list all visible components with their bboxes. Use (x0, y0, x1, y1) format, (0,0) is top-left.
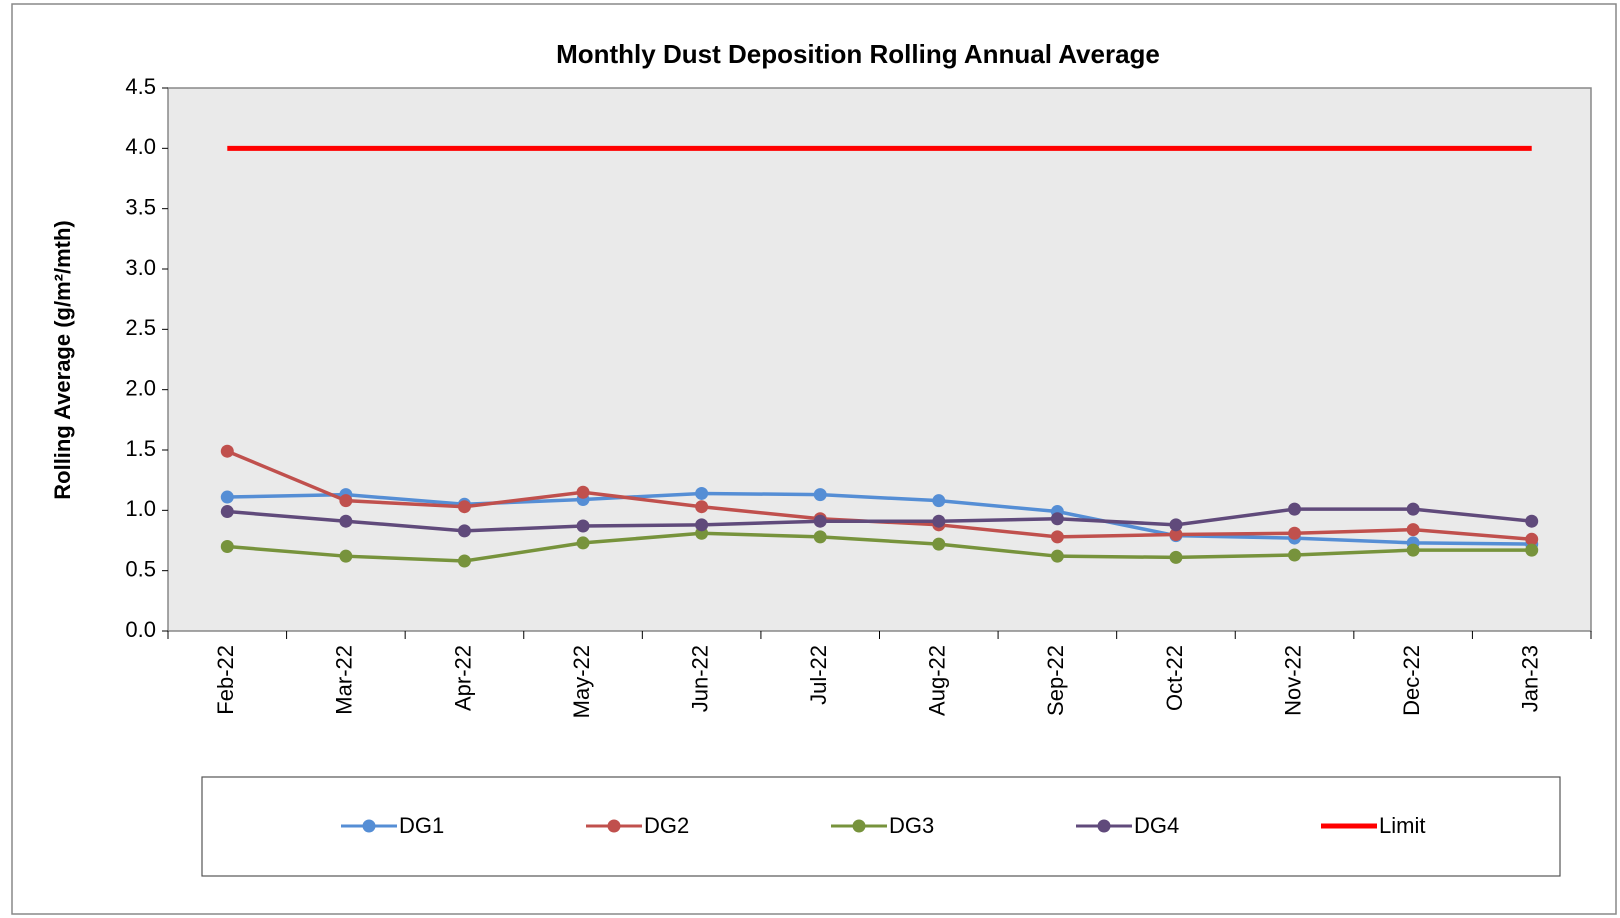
y-tick-label: 3.5 (125, 194, 156, 219)
y-tick-label: 4.5 (125, 74, 156, 99)
legend-marker (362, 819, 376, 833)
legend-label: DG1 (399, 813, 444, 838)
marker (457, 554, 471, 568)
x-tick-label: Apr-22 (450, 645, 475, 711)
marker (339, 494, 353, 508)
legend-label: Limit (1379, 813, 1425, 838)
y-axis-label: Rolling Average (g/m²/mth) (50, 220, 75, 500)
x-tick-label: Oct-22 (1162, 645, 1187, 711)
marker (220, 540, 234, 554)
legend-marker (852, 819, 866, 833)
series-line (227, 491, 1532, 546)
marker (932, 514, 946, 528)
marker (339, 514, 353, 528)
y-tick-label: 1.5 (125, 436, 156, 461)
x-tick-label: Sep-22 (1043, 645, 1068, 716)
marker (576, 519, 590, 533)
marker (457, 500, 471, 514)
x-tick-label: Nov-22 (1280, 645, 1305, 716)
marker (1525, 514, 1539, 528)
x-tick-label: Dec-22 (1399, 645, 1424, 716)
marker (576, 485, 590, 499)
y-tick-label: 4.0 (125, 134, 156, 159)
series-line (227, 531, 1532, 563)
marker (457, 524, 471, 538)
marker (1169, 550, 1183, 564)
marker (813, 530, 827, 544)
marker (1169, 527, 1183, 541)
marker (1050, 549, 1064, 563)
y-tick-label: 1.0 (125, 496, 156, 521)
marker (932, 537, 946, 551)
marker (1288, 548, 1302, 562)
marker (1525, 543, 1539, 557)
legend-marker (607, 819, 621, 833)
marker (576, 536, 590, 550)
legend-marker (1097, 819, 1111, 833)
legend-label: DG3 (889, 813, 934, 838)
marker (695, 486, 709, 500)
x-tick-label: Jan-23 (1518, 645, 1543, 712)
plot-area (167, 87, 1592, 632)
marker (1288, 526, 1302, 540)
marker (695, 518, 709, 532)
marker (1050, 530, 1064, 544)
y-tick-label: 0.5 (125, 556, 156, 581)
marker (1050, 512, 1064, 526)
y-tick-label: 2.5 (125, 315, 156, 340)
x-tick-label: Aug-22 (925, 645, 950, 716)
marker (1406, 502, 1420, 516)
x-tick-label: Mar-22 (332, 645, 357, 715)
x-tick-label: May-22 (569, 645, 594, 718)
x-tick-label: Jul-22 (806, 645, 831, 705)
marker (1169, 518, 1183, 532)
marker (813, 488, 827, 502)
x-tick-label: Feb-22 (213, 645, 238, 715)
marker (1525, 532, 1539, 546)
legend-label: DG4 (1134, 813, 1179, 838)
marker (1288, 502, 1302, 516)
legend-label: DG2 (644, 813, 689, 838)
x-tick-label: Jun-22 (687, 645, 712, 712)
chart-title: Monthly Dust Deposition Rolling Annual A… (556, 39, 1160, 69)
y-tick-label: 3.0 (125, 255, 156, 280)
marker (220, 490, 234, 504)
y-tick-label: 0.0 (125, 617, 156, 642)
series-line (227, 507, 1532, 533)
marker (813, 514, 827, 528)
marker (339, 549, 353, 563)
marker (695, 500, 709, 514)
y-tick-label: 2.0 (125, 375, 156, 400)
marker (932, 494, 946, 508)
marker (1406, 543, 1420, 557)
marker (220, 505, 234, 519)
marker (220, 444, 234, 458)
marker (1406, 523, 1420, 537)
